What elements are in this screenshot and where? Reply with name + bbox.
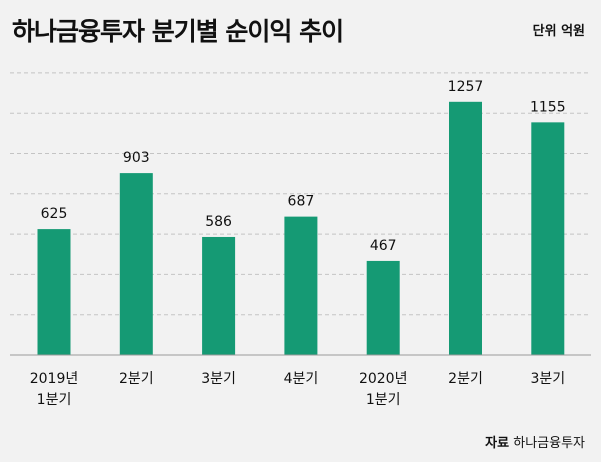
category-label: 2분기	[119, 371, 154, 387]
bar-value-label: 467	[370, 238, 397, 254]
unit-label: 단위 억원	[532, 24, 585, 39]
category-label: 2분기	[448, 371, 483, 387]
bar-value-label: 1257	[448, 79, 484, 95]
bar	[531, 122, 565, 355]
category-label: 2019년	[30, 371, 79, 387]
bar-value-label: 687	[288, 194, 315, 210]
bar	[37, 229, 71, 355]
bar-value-label: 1155	[530, 99, 566, 115]
chart-title: 하나금융투자 분기별 순이익 추이	[12, 17, 344, 46]
category-label: 3분기	[530, 371, 565, 387]
source-key: 자료	[485, 436, 510, 451]
source-note: 자료 하나금융투자	[485, 432, 585, 451]
category-label: 4분기	[284, 371, 319, 387]
bar-value-label: 903	[123, 150, 150, 166]
category-label: 3분기	[201, 371, 236, 387]
bar	[119, 173, 153, 355]
bar-value-label: 586	[205, 214, 232, 230]
bar-value-label: 625	[41, 206, 68, 222]
bar	[366, 260, 400, 355]
bar	[202, 236, 236, 355]
bar	[284, 216, 318, 355]
bars	[37, 101, 565, 355]
labels: 625 2019년 1분기 903 2분기 586 3분기 687 4분기 467 2020년 1분기…	[30, 79, 566, 408]
source-value: 하나금융투자	[513, 436, 585, 451]
bar	[449, 101, 482, 355]
category-label: 1분기	[366, 392, 401, 408]
category-label: 1분기	[37, 392, 72, 408]
category-label: 2020년	[359, 371, 408, 387]
